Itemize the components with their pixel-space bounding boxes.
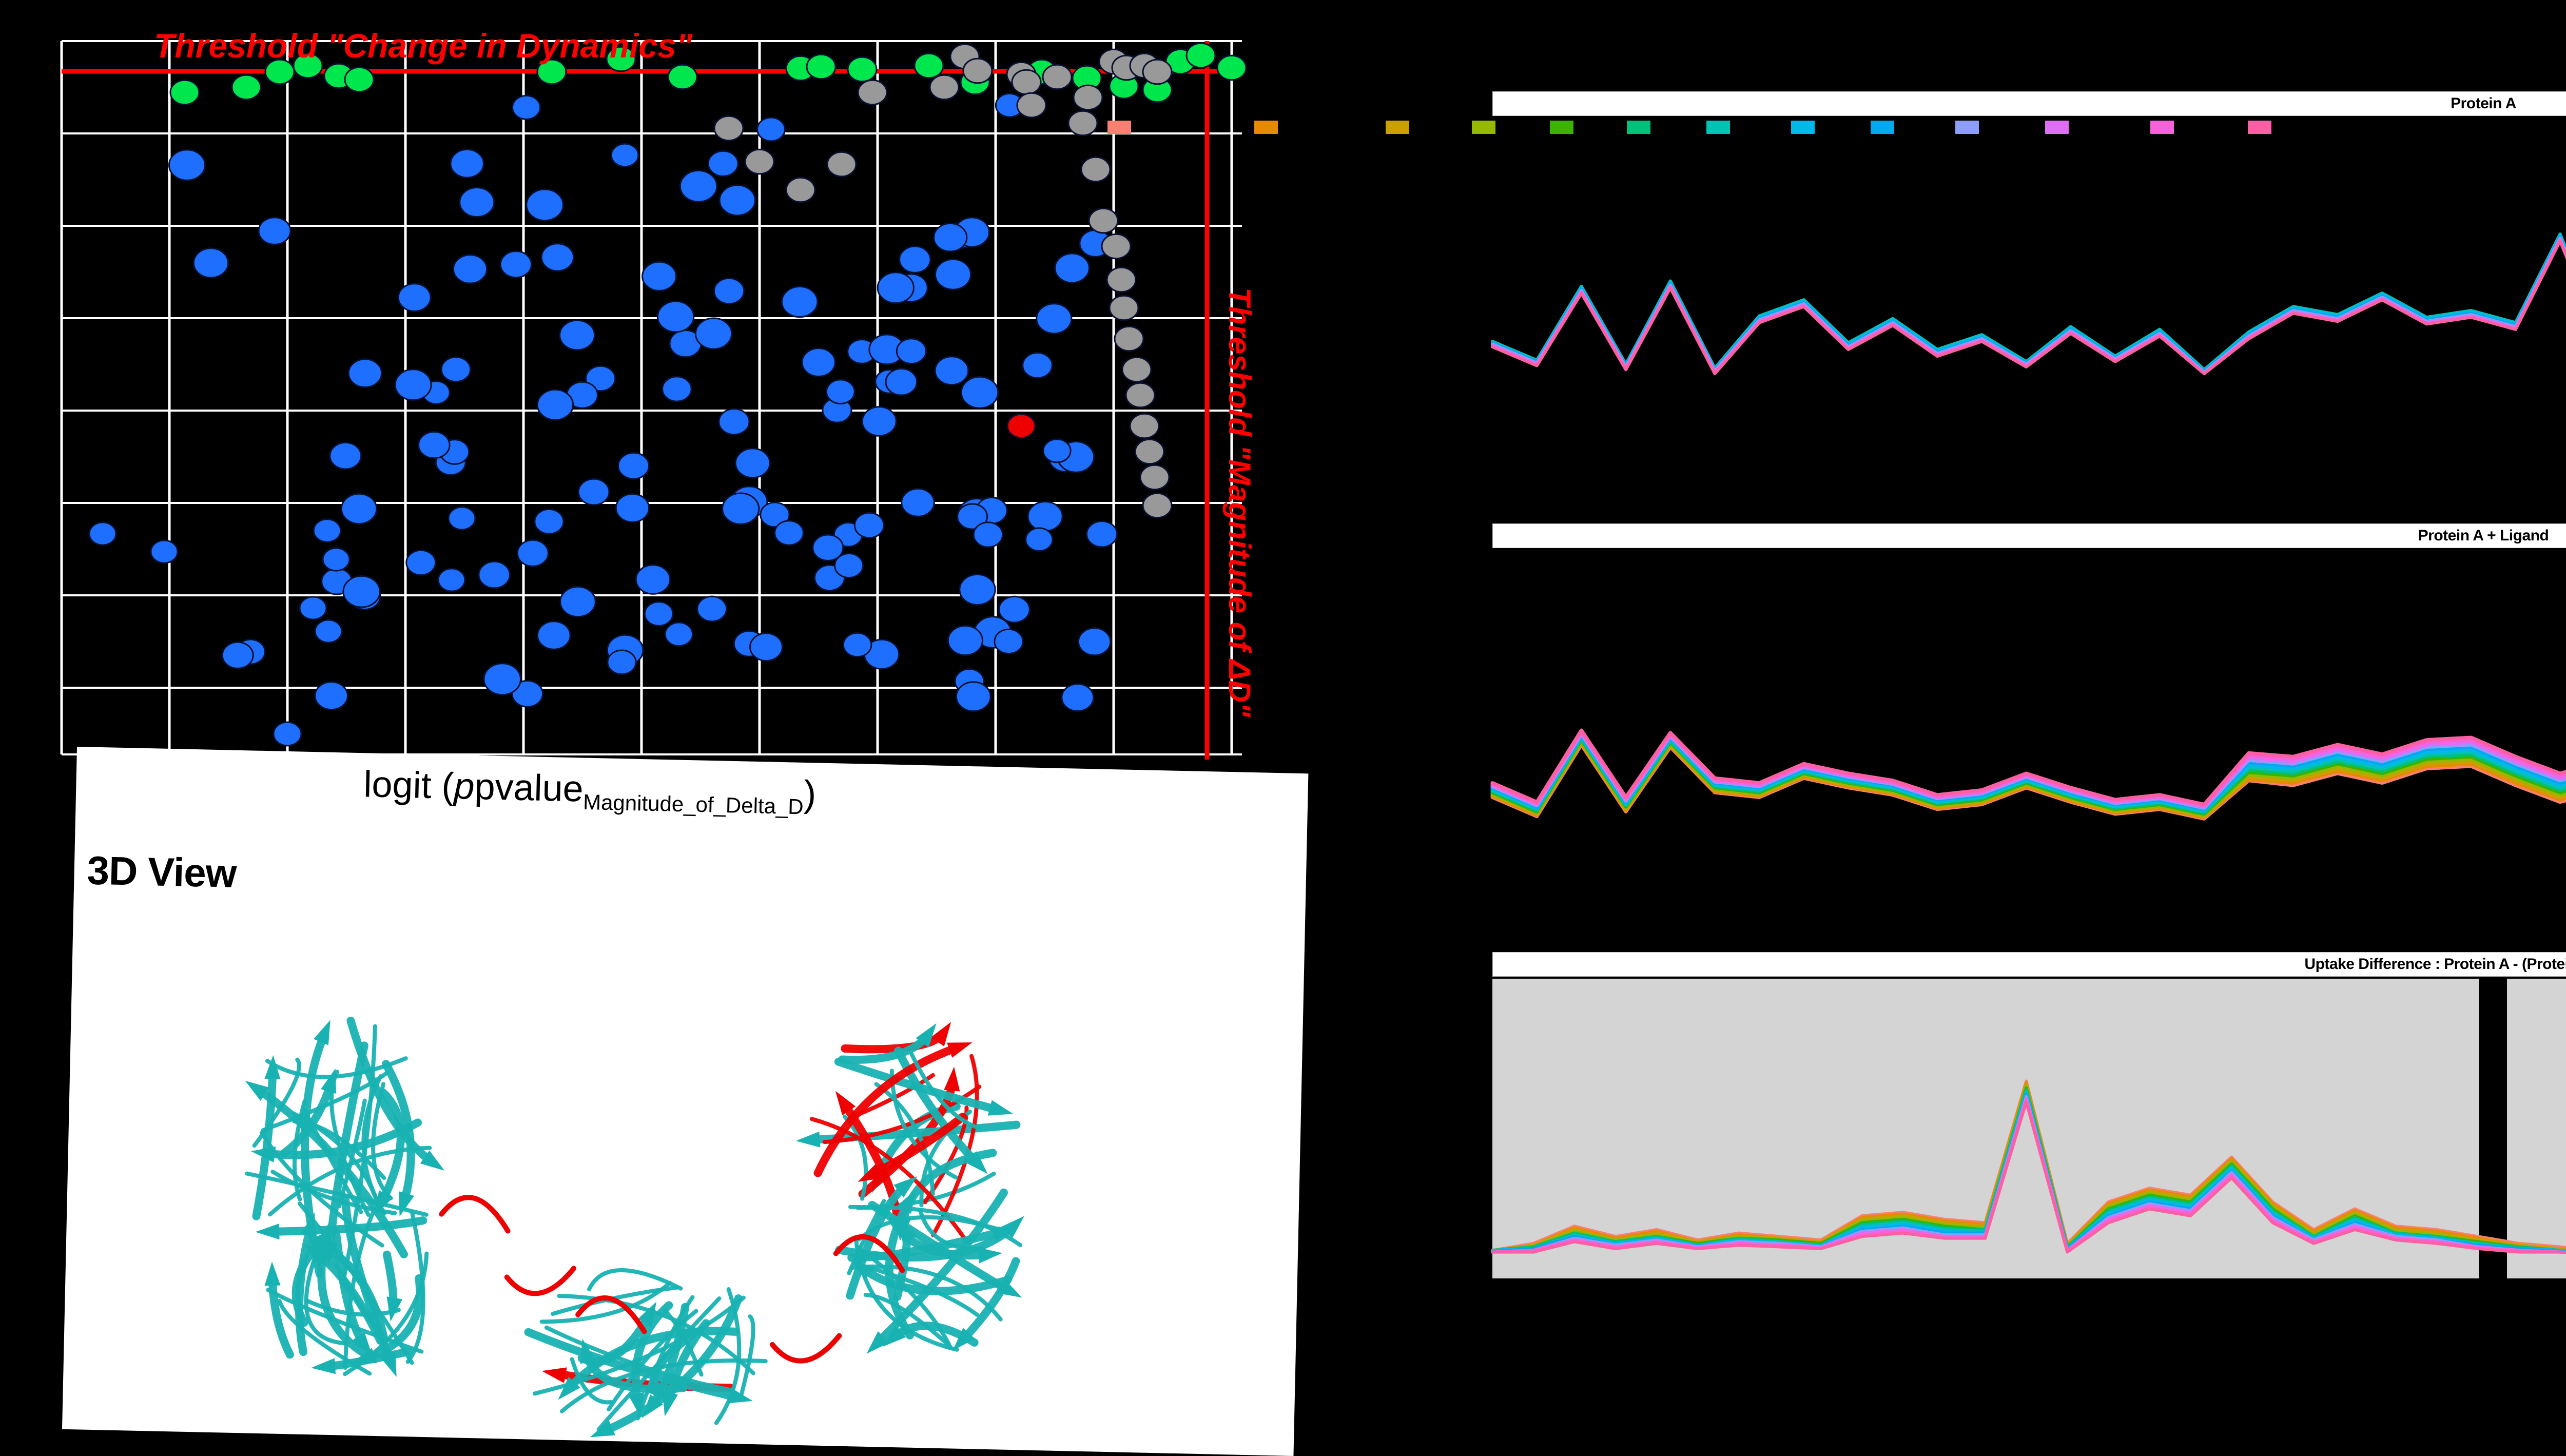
legend-swatch-4[interactable] xyxy=(1472,121,1495,134)
x-axis-main: pvalue xyxy=(474,766,584,810)
legend-swatch-8[interactable] xyxy=(1791,121,1815,134)
legend-swatch-12[interactable] xyxy=(2150,121,2174,134)
legend-swatch-13[interactable] xyxy=(2248,121,2271,134)
series-line-t4 xyxy=(1491,234,2566,373)
chart-svg-uptake-difference xyxy=(1491,979,2566,1278)
series-line-t6 xyxy=(1491,232,2566,372)
x-axis-suffix: ) xyxy=(803,773,817,815)
chart-svg-protein-a xyxy=(1491,232,2566,375)
x-axis-title: logit (ppvalueMagnitude_of_Delta_D) xyxy=(363,763,817,820)
volcano-datapoints[interactable] xyxy=(88,42,1247,747)
legend-swatch-11[interactable] xyxy=(2045,121,2069,134)
chart-body-uptake-difference[interactable] xyxy=(1483,977,2566,1280)
legend-swatch-9[interactable] xyxy=(1871,121,1894,134)
series-line-t8 xyxy=(1491,234,2566,373)
legend-swatch-6[interactable] xyxy=(1627,121,1650,134)
chart-panel-protein-a: Protein A xyxy=(1483,91,2566,451)
legend-swatch-3[interactable] xyxy=(1386,121,1409,134)
series-line-t8 xyxy=(1491,1092,2566,1253)
uptake-charts-panel: Protein A Protein A + Ligand Uptake Diff… xyxy=(1107,0,2566,1394)
threshold-magnitude-label: Threshold "Magnitude of ΔD" xyxy=(1222,287,1257,718)
chart-title-bar-protein-a: Protein A xyxy=(1492,91,2566,116)
series-legend[interactable] xyxy=(1107,121,2566,141)
legend-swatch-5[interactable] xyxy=(1550,121,1573,134)
series-line-t13 xyxy=(1491,239,2566,375)
legend-swatch-1[interactable] xyxy=(1107,121,1131,134)
chart-title-uptake-difference: Uptake Difference : Protein A - (Protein… xyxy=(2304,956,2566,973)
chart-svg-protein-a-ligand xyxy=(1490,728,2566,821)
volcano-gridlines xyxy=(60,40,1242,755)
chart-panel-uptake-difference: Uptake Difference : Protein A - (Protein… xyxy=(1483,952,2566,1280)
series-line-t13 xyxy=(1491,1100,2566,1254)
chart-title-protein-a-ligand: Protein A + Ligand xyxy=(2418,527,2549,544)
protein-ribbon-structure[interactable] xyxy=(62,878,1306,1456)
chart-title-bar-uptake-difference: Uptake Difference : Protein A - (Protein… xyxy=(1492,952,2566,977)
x-axis-p: p xyxy=(453,766,475,807)
chart-body-protein-a[interactable] xyxy=(1483,116,2566,451)
volcano-plot-panel[interactable]: Threshold "Change in Dynamics" Threshold… xyxy=(0,0,1345,801)
legend-swatch-7[interactable] xyxy=(1706,121,1730,134)
series-line-t13 xyxy=(1490,728,2566,806)
chart-title-protein-a: Protein A xyxy=(2451,95,2516,112)
volcano-svg: Threshold "Change in Dynamics" Threshold… xyxy=(0,0,1345,801)
plot-background-2 xyxy=(2507,979,2566,1278)
legend-swatch-2[interactable] xyxy=(1254,121,1278,134)
series-line-t5 xyxy=(1491,232,2566,372)
x-axis-prefix: logit ( xyxy=(363,764,455,807)
chart-title-bar-protein-a-ligand: Protein A + Ligand xyxy=(1492,523,2566,548)
series-line-t7 xyxy=(1491,232,2566,372)
legend-swatch-10[interactable] xyxy=(1955,121,1979,134)
chart-panel-protein-a-ligand: Protein A + Ligand xyxy=(1483,523,2566,883)
x-axis-sub: Magnitude_of_Delta_D xyxy=(582,789,804,819)
threshold-change-in-dynamics-label: Threshold "Change in Dynamics" xyxy=(154,27,693,65)
chart-body-protein-a-ligand[interactable] xyxy=(1483,548,2566,883)
three-d-view-panel[interactable]: logit (ppvalueMagnitude_of_Delta_D) 3D V… xyxy=(62,747,1309,1456)
